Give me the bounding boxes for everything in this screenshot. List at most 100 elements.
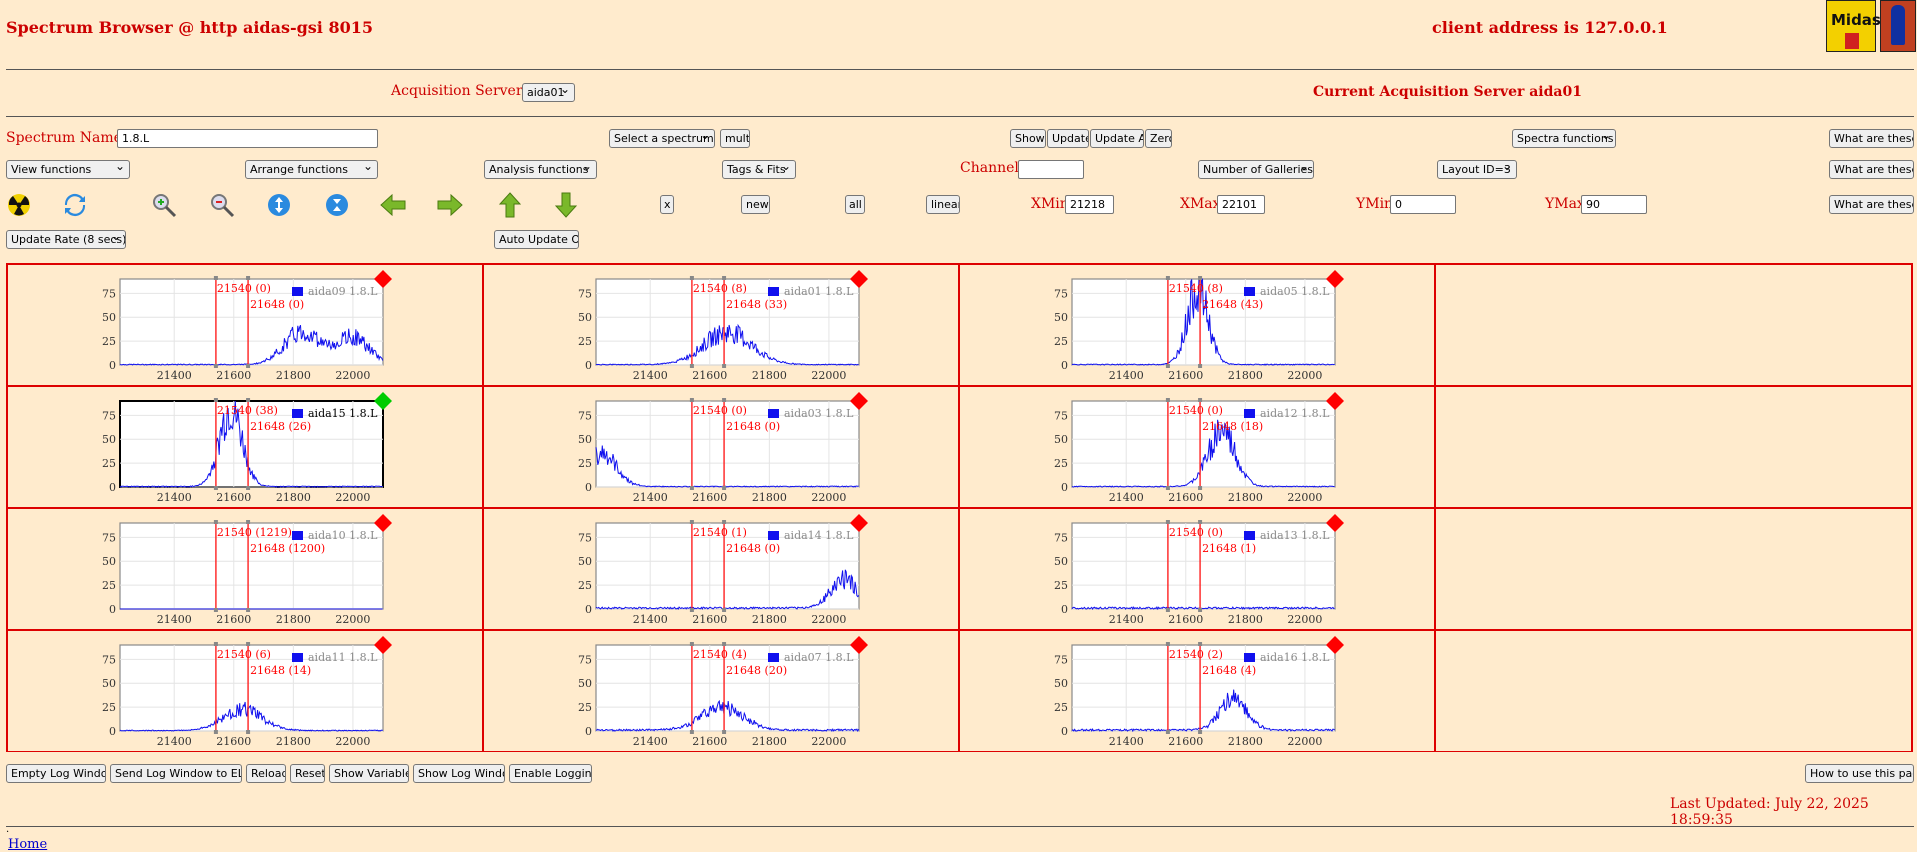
spectrum-trace: [1071, 419, 1335, 488]
what-are-these-button[interactable]: What are these?: [1829, 160, 1914, 179]
send-log-to-elog-button[interactable]: Send Log Window to ELog: [110, 764, 242, 783]
ymax-input[interactable]: 90: [1581, 195, 1647, 214]
y-tick-label: 50: [1054, 555, 1068, 568]
zero-button[interactable]: Zero: [1145, 129, 1172, 148]
y-tick-label: 25: [578, 457, 592, 470]
acquisition-server-select[interactable]: aida01: [522, 83, 575, 102]
select-spectrum-dropdown[interactable]: Select a spectrum: [609, 129, 715, 148]
show-variables-button[interactable]: Show Variables: [329, 764, 409, 783]
marker-handle: [722, 730, 727, 734]
gallery-cell[interactable]: [1435, 630, 1912, 752]
linear-button[interactable]: linear: [926, 195, 960, 214]
x-tick-label: 22000: [1287, 369, 1322, 382]
marker-handle: [1165, 486, 1170, 490]
radiation-icon[interactable]: [6, 192, 32, 218]
update-all-button[interactable]: Update All: [1090, 129, 1144, 148]
y-tick-label: 75: [102, 531, 116, 544]
gallery-cell[interactable]: 0 25 50 75 21400 21600 21800 22000 21540 (0) 2164…: [7, 264, 483, 386]
arrow-left-icon[interactable]: [380, 192, 406, 218]
gallery-cell[interactable]: [1435, 386, 1912, 508]
marker-2-label: 21648 (0): [726, 542, 780, 555]
x-button[interactable]: x: [660, 195, 674, 214]
spectra-functions-dropdown[interactable]: Spectra functions: [1512, 129, 1616, 148]
marker-1-label: 21540 (0): [693, 404, 747, 417]
number-of-galleries-dropdown[interactable]: Number of Galleries: [1198, 160, 1314, 179]
legend-label: aida14 1.8.L: [784, 529, 854, 542]
y-tick-label: 25: [578, 579, 592, 592]
legend-swatch: [1244, 287, 1255, 296]
gallery-cell[interactable]: 0 25 50 75 21400 21600 21800 22000 21540 (8) 2164…: [483, 264, 959, 386]
gallery-cell[interactable]: 0 25 50 75 21400 21600 21800 22000 21540 (38) 216…: [7, 386, 483, 508]
gallery-cell[interactable]: 0 25 50 75 21400 21600 21800 22000 21540 (4) 2164…: [483, 630, 959, 752]
gallery-cell[interactable]: 0 25 50 75 21400 21600 21800 22000 21540 (1) 2164…: [483, 508, 959, 630]
gallery-cell[interactable]: 0 25 50 75 21400 21600 21800 22000 21540 (0) 2164…: [959, 386, 1435, 508]
marker-1-label: 21540 (0): [1169, 404, 1223, 417]
all-button[interactable]: all: [845, 195, 865, 214]
spectrum-name-input[interactable]: 1.8.L: [117, 129, 378, 148]
gallery-cell[interactable]: 0 25 50 75 21400 21600 21800 22000 21540 (1219) 2…: [7, 508, 483, 630]
reload-button[interactable]: Reload: [246, 764, 286, 783]
update-button[interactable]: Update: [1047, 129, 1089, 148]
y-tick-label: 0: [109, 725, 116, 738]
legend-label: aida05 1.8.L: [1260, 285, 1330, 298]
gallery-cell[interactable]: [1435, 508, 1912, 630]
gallery-cell[interactable]: 0 25 50 75 21400 21600 21800 22000 21540 (6) 2164…: [7, 630, 483, 752]
spectrum-plot: 0 25 50 75 21400 21600 21800 22000 21540 (1) 2164…: [578, 514, 868, 626]
gallery-cell[interactable]: 0 25 50 75 21400 21600 21800 22000 21540 (0) 2164…: [483, 386, 959, 508]
marker-1-label: 21540 (0): [217, 282, 271, 295]
reset-button[interactable]: Reset: [290, 764, 325, 783]
how-to-use-button[interactable]: How to use this page: [1805, 764, 1914, 783]
what-are-these-button[interactable]: What are these?: [1829, 129, 1914, 148]
compress-vertical-icon[interactable]: [324, 192, 350, 218]
marker-handle: [722, 608, 727, 612]
update-rate-dropdown[interactable]: Update Rate (8 secs): [6, 230, 126, 249]
layout-dropdown[interactable]: Layout ID=3: [1437, 160, 1517, 179]
xmin-input[interactable]: 21218: [1065, 195, 1114, 214]
arrow-up-icon[interactable]: [497, 192, 523, 218]
home-link[interactable]: Home: [8, 837, 48, 852]
multi-button[interactable]: multi: [720, 129, 750, 148]
zoom-out-icon[interactable]: [209, 192, 235, 218]
view-functions-dropdown[interactable]: View functions: [6, 160, 130, 179]
empty-log-window-button[interactable]: Empty Log Window: [6, 764, 106, 783]
x-tick-label: 22000: [335, 491, 370, 504]
gallery-cell[interactable]: 0 25 50 75 21400 21600 21800 22000 21540 (8) 2164…: [959, 264, 1435, 386]
enable-logging-button[interactable]: Enable Logging: [509, 764, 592, 783]
xmax-input[interactable]: 22101: [1217, 195, 1265, 214]
legend-label: aida12 1.8.L: [1260, 407, 1330, 420]
x-tick-label: 21600: [1168, 613, 1203, 626]
show-log-window-button[interactable]: Show Log Window: [413, 764, 505, 783]
auto-update-button[interactable]: Auto Update ON: [494, 230, 579, 249]
expand-vertical-icon[interactable]: [266, 192, 292, 218]
analysis-functions-dropdown[interactable]: Analysis functions: [484, 160, 597, 179]
legend-swatch: [768, 531, 779, 540]
marker-2-label: 21648 (33): [726, 298, 787, 311]
zoom-in-icon[interactable]: [151, 192, 177, 218]
tags-fits-dropdown[interactable]: Tags & Fits: [722, 160, 796, 179]
legend-label: aida01 1.8.L: [784, 285, 854, 298]
y-tick-label: 0: [1061, 359, 1068, 372]
y-tick-label: 25: [102, 579, 116, 592]
refresh-icon[interactable]: [62, 192, 88, 218]
marker-1-label: 21540 (6): [217, 648, 271, 661]
arrow-down-icon[interactable]: [553, 192, 579, 218]
ymin-input[interactable]: 0: [1390, 195, 1456, 214]
marker-handle: [689, 520, 694, 524]
divider: [6, 116, 1914, 117]
status-indicator: [1326, 636, 1344, 654]
x-tick-label: 21600: [216, 369, 251, 382]
x-tick-label: 21400: [633, 613, 668, 626]
arrow-right-icon[interactable]: [437, 192, 463, 218]
gallery-cell[interactable]: 0 25 50 75 21400 21600 21800 22000 21540 (0) 2164…: [959, 508, 1435, 630]
legend-swatch: [292, 409, 303, 418]
marker-handle: [689, 608, 694, 612]
gallery-cell[interactable]: 0 25 50 75 21400 21600 21800 22000 21540 (2) 2164…: [959, 630, 1435, 752]
channel-input[interactable]: [1018, 160, 1084, 179]
gallery-cell[interactable]: [1435, 264, 1912, 386]
what-are-these-button[interactable]: What are these?: [1829, 195, 1914, 214]
show-button[interactable]: Show: [1010, 129, 1046, 148]
arrange-functions-dropdown[interactable]: Arrange functions: [245, 160, 378, 179]
y-tick-label: 50: [1054, 311, 1068, 324]
marker-handle: [213, 364, 218, 368]
new-button[interactable]: new: [741, 195, 770, 214]
